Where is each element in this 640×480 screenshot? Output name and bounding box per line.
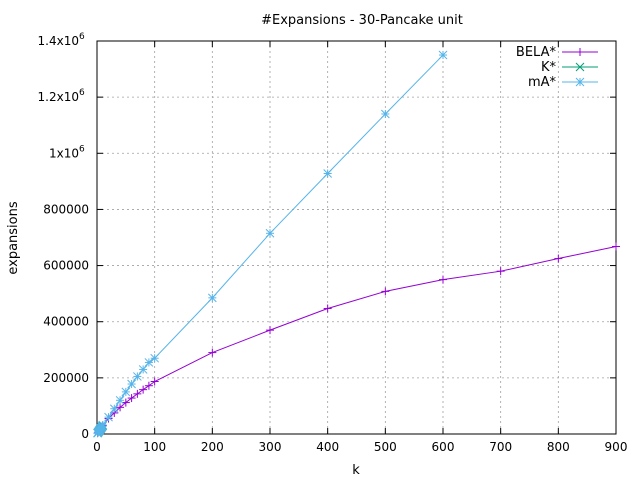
x-tick-label: 800 <box>547 440 570 454</box>
marker-stroke <box>138 365 148 374</box>
x-tick-label: 0 <box>93 440 101 454</box>
data-point <box>98 420 108 430</box>
y-tick-label: 0 <box>81 427 89 441</box>
legend-label: mA* <box>528 75 557 90</box>
data-point <box>133 372 142 381</box>
marker-stroke <box>150 353 160 363</box>
axis-ticks: 0 100 200 300 400 500 600 700 800 900 0 200000 40000… <box>38 32 628 454</box>
y-tick-exponent: 6 <box>79 88 85 98</box>
y-tick-label: 600000 <box>43 259 89 273</box>
data-point <box>127 394 136 403</box>
data-point <box>150 377 159 386</box>
data-point <box>144 358 154 367</box>
data-point <box>265 228 275 238</box>
data-point <box>323 304 332 313</box>
legend-label: K* <box>541 60 557 75</box>
data-point <box>207 293 217 303</box>
chart-title: #Expansions - 30-Pancake unit <box>261 13 463 28</box>
data-point <box>612 242 620 251</box>
marker-stroke <box>323 169 333 178</box>
plot-frame <box>96 40 617 435</box>
x-tick-label: 100 <box>143 440 166 454</box>
data-point <box>133 389 142 398</box>
data-point <box>109 404 119 414</box>
y-tick-label: 800000 <box>43 202 89 216</box>
data-point <box>104 412 113 422</box>
data-point <box>554 254 563 263</box>
y-axis-title: expansions <box>6 201 21 274</box>
data-point <box>150 353 160 363</box>
marker-stroke <box>97 422 107 431</box>
legend-marker <box>575 77 585 87</box>
x-tick-label: 500 <box>374 440 397 454</box>
series-ma <box>93 50 448 438</box>
y-tick-label: 1.4x10 <box>38 34 79 48</box>
marker-stroke <box>575 77 585 87</box>
legend-label: BELA* <box>516 45 557 60</box>
data-point <box>266 326 274 335</box>
marker-stroke <box>207 293 217 303</box>
y-tick-exponent: 6 <box>79 32 85 42</box>
x-tick-label: 700 <box>489 440 512 454</box>
marker-stroke <box>127 379 136 389</box>
y-tick-label: 200000 <box>43 371 89 385</box>
data-point <box>438 50 448 60</box>
x-tick-label: 200 <box>201 440 224 454</box>
x-axis-title: k <box>352 463 360 478</box>
marker-stroke <box>438 50 448 60</box>
data-point <box>115 395 125 405</box>
x-tick-label: 600 <box>432 440 455 454</box>
y-tick-label: 1.2x10 <box>38 90 79 104</box>
marker-stroke <box>265 228 275 238</box>
data-point <box>116 403 125 412</box>
x-tick-label: 300 <box>259 440 282 454</box>
data-point <box>121 398 130 407</box>
legend-marker <box>576 48 584 56</box>
legend: BELA*K*mA* <box>516 45 598 90</box>
data-point <box>381 287 390 296</box>
marker-stroke <box>144 358 154 367</box>
y-tick-label: 1x10 <box>49 146 79 160</box>
data-point <box>439 275 447 284</box>
data-point <box>121 387 131 397</box>
marker-stroke <box>109 404 119 414</box>
marker-stroke <box>121 387 131 397</box>
data-point <box>380 109 390 119</box>
x-tick-label: 900 <box>605 440 628 454</box>
data-point <box>496 267 505 276</box>
marker-stroke <box>380 109 390 119</box>
series-layer <box>93 50 620 438</box>
marker-stroke <box>133 372 142 381</box>
x-tick-label: 400 <box>316 440 339 454</box>
marker-stroke <box>104 412 113 422</box>
y-tick-label: 400000 <box>43 315 89 329</box>
data-point <box>138 365 148 374</box>
y-tick-exponent: 6 <box>79 144 85 154</box>
data-point <box>127 379 136 389</box>
data-point <box>144 381 153 390</box>
data-point <box>139 385 148 394</box>
data-point <box>97 422 107 431</box>
data-point <box>208 348 217 357</box>
marker-stroke <box>575 62 585 72</box>
grid <box>97 41 616 434</box>
marker-stroke <box>98 420 108 430</box>
legend-marker <box>575 62 585 72</box>
marker-stroke <box>115 395 125 405</box>
series-line <box>97 245 617 434</box>
data-point <box>323 169 333 178</box>
